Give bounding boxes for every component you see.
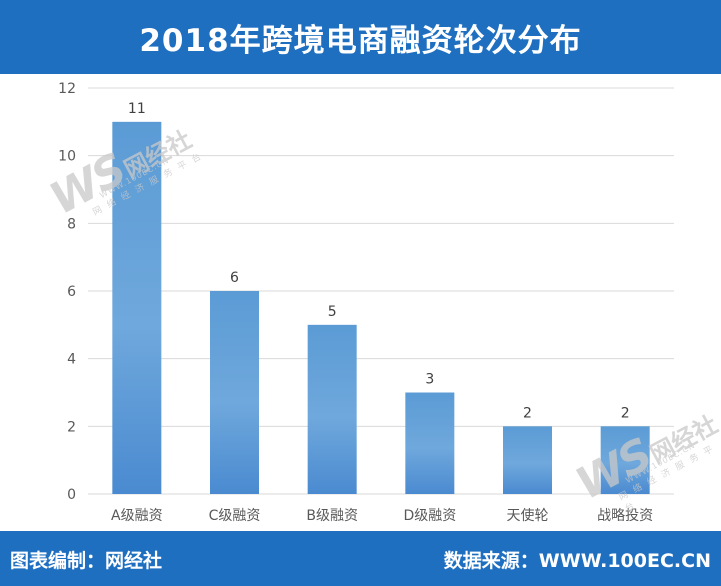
y-tick-label: 0 <box>67 487 76 503</box>
y-tick-label: 2 <box>67 419 76 435</box>
x-tick-label: C级融资 <box>209 508 261 524</box>
y-tick-label: 8 <box>67 216 76 232</box>
y-tick-label: 12 <box>58 81 76 97</box>
x-tick-label: 天使轮 <box>507 507 549 524</box>
chart-title: 2018年跨境电商融资轮次分布 <box>139 22 582 59</box>
bar <box>210 291 259 494</box>
bar <box>503 426 552 494</box>
data-label: 5 <box>328 304 337 320</box>
footer-editor: 图表编制：网经社 <box>10 550 163 572</box>
bar <box>112 121 162 495</box>
x-tick-label: D级融资 <box>403 508 456 524</box>
chart-header: 2018年跨境电商融资轮次分布 <box>0 0 721 74</box>
y-tick-label: 4 <box>67 352 76 368</box>
x-tick-label: A级融资 <box>111 508 163 524</box>
bar-chart: 0 2 4 6 8 10 12 11 A级融资 6 C级融资 5 B级融资 3 D级融资 2 天使轮 2 战略投资 <box>58 81 674 524</box>
data-label: 2 <box>621 405 630 421</box>
bar <box>307 324 357 494</box>
y-tick-label: 6 <box>67 284 76 300</box>
bar <box>405 392 455 494</box>
data-label: 6 <box>230 270 239 286</box>
y-tick-label: 10 <box>58 149 76 165</box>
footer-source: 数据来源：WWW.100EC.CN <box>443 550 711 572</box>
bar <box>600 426 650 494</box>
data-label: 11 <box>128 101 146 117</box>
x-tick-label: 战略投资 <box>597 508 653 524</box>
x-tick-label: B级融资 <box>306 508 358 524</box>
chart-footer: 图表编制：网经社 数据来源：WWW.100EC.CN <box>0 531 721 586</box>
data-label: 2 <box>523 405 532 421</box>
data-label: 3 <box>425 372 434 388</box>
